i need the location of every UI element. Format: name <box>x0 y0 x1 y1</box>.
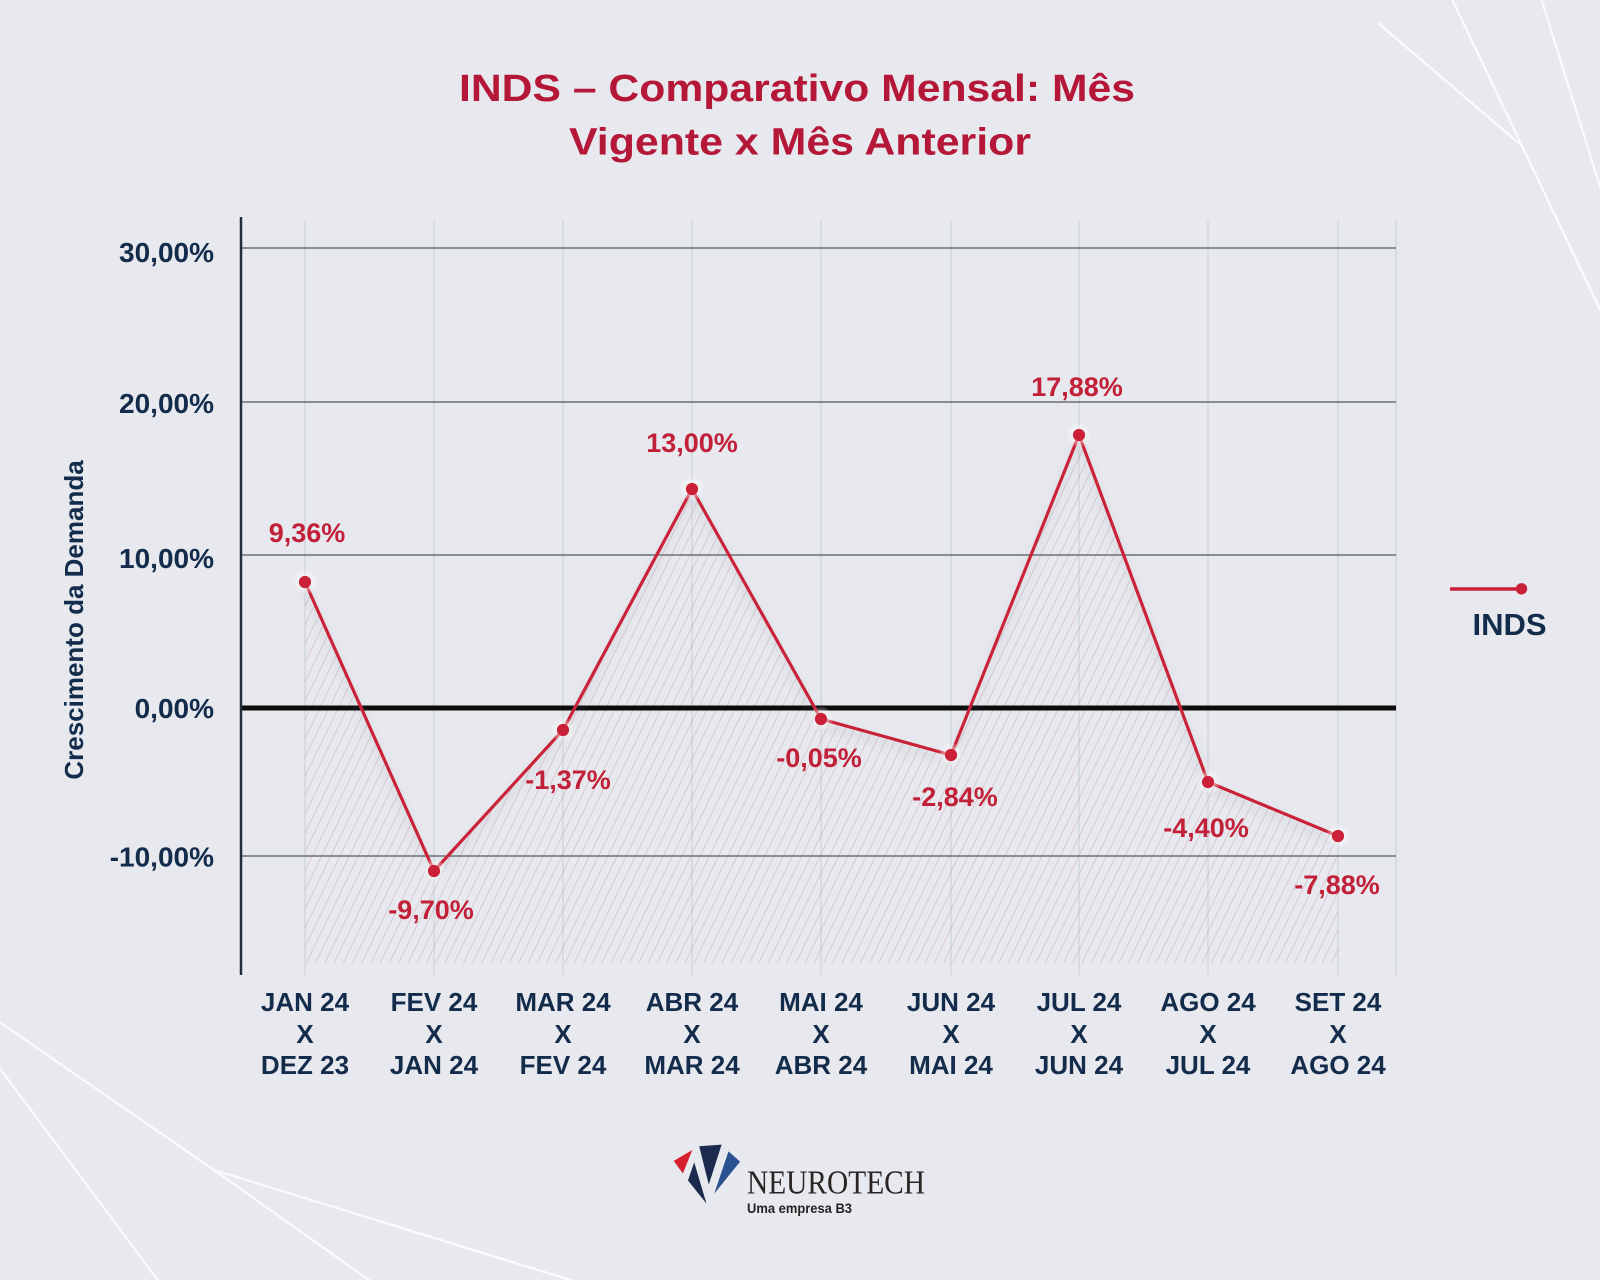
svg-text:Uma empresa B3: Uma empresa B3 <box>747 1201 852 1216</box>
svg-text:X: X <box>1070 1019 1088 1049</box>
svg-text:9,36%: 9,36% <box>269 518 346 548</box>
svg-text:JUL 24: JUL 24 <box>1037 987 1122 1017</box>
svg-text:13,00%: 13,00% <box>646 428 738 458</box>
svg-text:-10,00%: -10,00% <box>110 842 214 873</box>
svg-text:X: X <box>1199 1019 1217 1049</box>
svg-text:ABR 24: ABR 24 <box>775 1050 868 1080</box>
svg-text:-0,05%: -0,05% <box>776 743 862 773</box>
svg-text:30,00%: 30,00% <box>119 237 214 268</box>
svg-text:MAR 24: MAR 24 <box>515 987 611 1017</box>
svg-text:FEV 24: FEV 24 <box>391 987 478 1017</box>
svg-text:-2,84%: -2,84% <box>912 782 998 812</box>
svg-text:FEV 24: FEV 24 <box>520 1050 607 1080</box>
svg-text:JUN 24: JUN 24 <box>907 987 996 1017</box>
svg-text:X: X <box>296 1019 314 1049</box>
svg-text:X: X <box>425 1019 443 1049</box>
svg-text:X: X <box>554 1019 572 1049</box>
svg-text:17,88%: 17,88% <box>1031 372 1123 402</box>
svg-text:0,00%: 0,00% <box>135 693 214 724</box>
svg-text:Vigente x Mês Anterior: Vigente x Mês Anterior <box>569 122 1031 164</box>
svg-text:DEZ 23: DEZ 23 <box>261 1050 349 1080</box>
svg-text:AGO 24: AGO 24 <box>1160 987 1256 1017</box>
svg-text:X: X <box>1329 1019 1347 1049</box>
svg-text:JUN 24: JUN 24 <box>1035 1050 1124 1080</box>
svg-text:-1,37%: -1,37% <box>525 765 611 795</box>
svg-text:MAI 24: MAI 24 <box>779 987 863 1017</box>
svg-text:SET 24: SET 24 <box>1295 987 1382 1017</box>
svg-text:ABR 24: ABR 24 <box>646 987 739 1017</box>
svg-text:JAN 24: JAN 24 <box>390 1050 479 1080</box>
svg-text:INDS – Comparativo Mensal: Mês: INDS – Comparativo Mensal: Mês <box>459 68 1135 110</box>
svg-text:X: X <box>942 1019 960 1049</box>
svg-text:NEUROTECH: NEUROTECH <box>747 1165 925 1202</box>
svg-text:JAN 24: JAN 24 <box>261 987 350 1017</box>
svg-text:X: X <box>683 1019 701 1049</box>
svg-text:JUL 24: JUL 24 <box>1166 1050 1251 1080</box>
svg-text:-7,88%: -7,88% <box>1294 870 1380 900</box>
svg-text:10,00%: 10,00% <box>119 543 214 574</box>
svg-text:INDS: INDS <box>1472 607 1546 642</box>
svg-text:MAR 24: MAR 24 <box>644 1050 740 1080</box>
svg-text:MAI 24: MAI 24 <box>909 1050 993 1080</box>
svg-text:-9,70%: -9,70% <box>388 895 474 925</box>
svg-text:Crescimento da Demanda: Crescimento da Demanda <box>59 460 89 780</box>
svg-text:X: X <box>812 1019 830 1049</box>
svg-text:AGO 24: AGO 24 <box>1290 1050 1386 1080</box>
svg-text:-4,40%: -4,40% <box>1163 813 1249 843</box>
svg-text:20,00%: 20,00% <box>119 388 214 419</box>
